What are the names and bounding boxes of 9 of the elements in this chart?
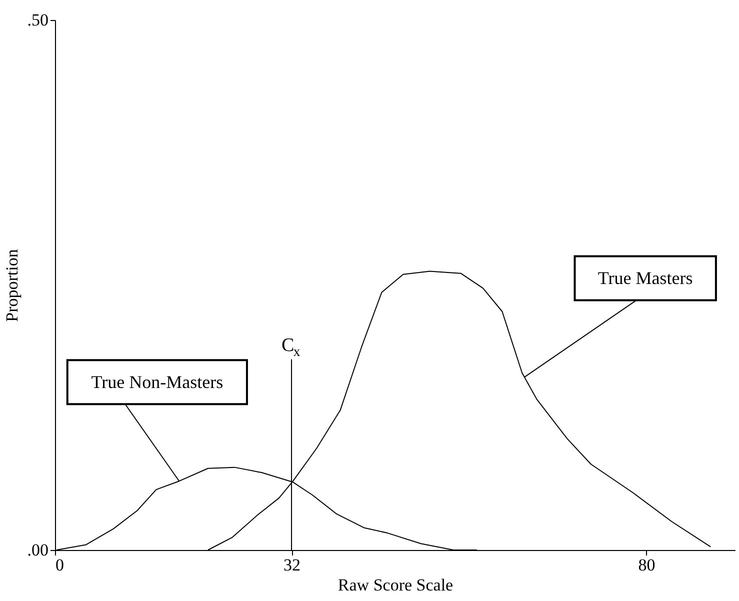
y-axis-title: Proportion	[2, 248, 22, 322]
y-tick-label: .00	[27, 540, 48, 560]
annotation: True Non-Masters	[91, 372, 224, 392]
annotation: True Masters	[598, 268, 693, 288]
x-tick-label: 0	[56, 556, 64, 574]
x-axis-title: Raw Score Scale	[338, 576, 454, 594]
x-tick-label: 32	[284, 556, 301, 574]
x-tick-label: 80	[638, 556, 656, 574]
y-tick-label: .50	[27, 10, 48, 30]
